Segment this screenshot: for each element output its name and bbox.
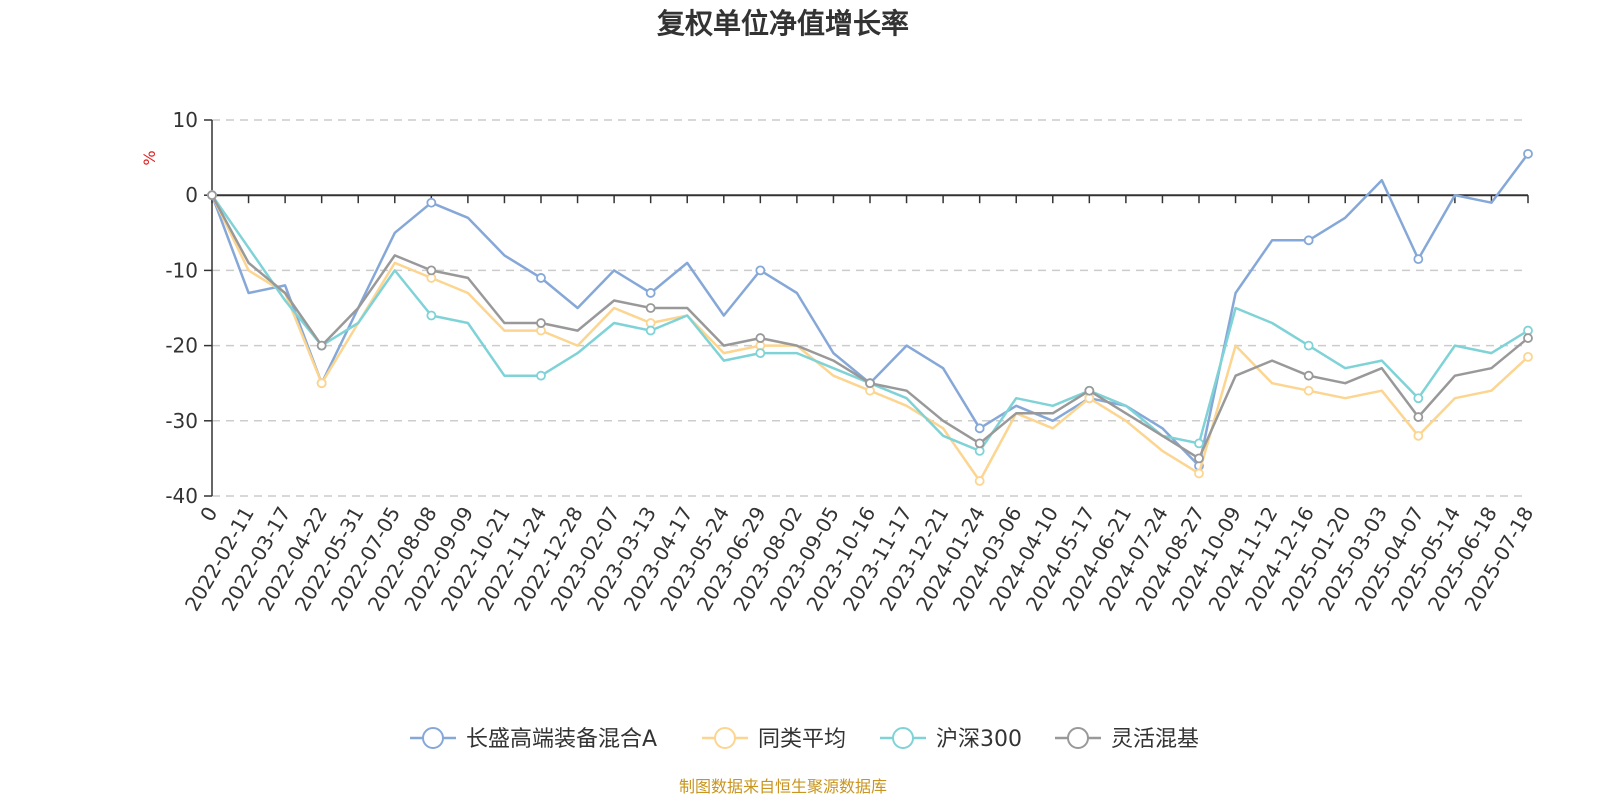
- data-point: [1194, 438, 1204, 449]
- legend[interactable]: 长盛高端装备混合A 同类平均 沪深300 灵活混基: [410, 727, 1199, 752]
- data-point: [1413, 412, 1424, 422]
- data-point: [1084, 385, 1095, 396]
- legend-item-3[interactable]: 沪深300: [880, 727, 1022, 752]
- y-axis: 10 0 -10 -20 -30 -40: [165, 108, 213, 508]
- data-point: [974, 476, 985, 486]
- chart-title: 复权单位净值增长率: [657, 7, 909, 40]
- legend-item-2[interactable]: 同类平均: [702, 727, 846, 752]
- legend-label: 同类平均: [758, 727, 846, 752]
- legend-item-4[interactable]: 灵活混基: [1055, 727, 1199, 752]
- series-group: [207, 148, 1533, 486]
- data-point: [316, 378, 327, 389]
- data-point: [755, 333, 766, 343]
- y-tick-label: -10: [165, 258, 198, 282]
- data-point: [426, 197, 437, 208]
- data-point: [536, 318, 546, 328]
- series-line: [210, 194, 1529, 483]
- legend-marker-icon: [714, 727, 736, 749]
- data-point: [1303, 340, 1314, 351]
- x-tick-label: 0: [195, 503, 222, 526]
- series-line: [210, 194, 1529, 460]
- y-axis-label: %: [140, 150, 159, 165]
- y-tick-label: -40: [165, 484, 198, 508]
- series-2: [207, 190, 1533, 486]
- y-tick-label: 10: [173, 108, 198, 132]
- data-point: [426, 310, 437, 321]
- data-point: [974, 438, 985, 449]
- grid: [212, 119, 1528, 497]
- data-point: [536, 370, 546, 381]
- legend-marker-icon: [1067, 727, 1089, 749]
- y-tick-label: 0: [185, 183, 198, 207]
- data-point: [1413, 254, 1424, 265]
- data-point: [316, 340, 327, 351]
- legend-marker-icon: [422, 727, 444, 749]
- data-point: [1303, 385, 1314, 396]
- data-point: [1303, 370, 1314, 381]
- legend-label: 灵活混基: [1111, 727, 1199, 752]
- data-point: [755, 348, 766, 359]
- data-point: [1523, 333, 1533, 343]
- source-note: 制图数据来自恒生聚源数据库: [679, 777, 887, 796]
- data-point: [1194, 453, 1204, 464]
- data-point: [426, 265, 437, 276]
- data-point: [207, 190, 217, 201]
- data-point: [645, 325, 656, 336]
- series-line: [210, 194, 1529, 453]
- data-point: [1523, 351, 1533, 362]
- data-point: [645, 288, 656, 298]
- data-point: [1303, 235, 1314, 246]
- data-point: [1413, 430, 1424, 441]
- legend-label: 长盛高端装备混合A: [466, 727, 657, 752]
- legend-item-1[interactable]: 长盛高端装备混合A: [410, 727, 657, 752]
- legend-label: 沪深300: [936, 727, 1022, 752]
- data-point: [1413, 393, 1424, 404]
- series-3: [207, 190, 1533, 456]
- legend-marker-icon: [892, 727, 914, 749]
- data-point: [1523, 148, 1533, 159]
- data-point: [755, 265, 766, 276]
- data-point: [536, 273, 546, 283]
- series-4: [207, 190, 1533, 464]
- data-point: [1194, 468, 1204, 479]
- data-point: [865, 378, 875, 389]
- data-point: [974, 423, 985, 434]
- y-tick-label: -20: [165, 334, 198, 358]
- data-point: [645, 303, 656, 313]
- y-tick-label: -30: [165, 409, 198, 433]
